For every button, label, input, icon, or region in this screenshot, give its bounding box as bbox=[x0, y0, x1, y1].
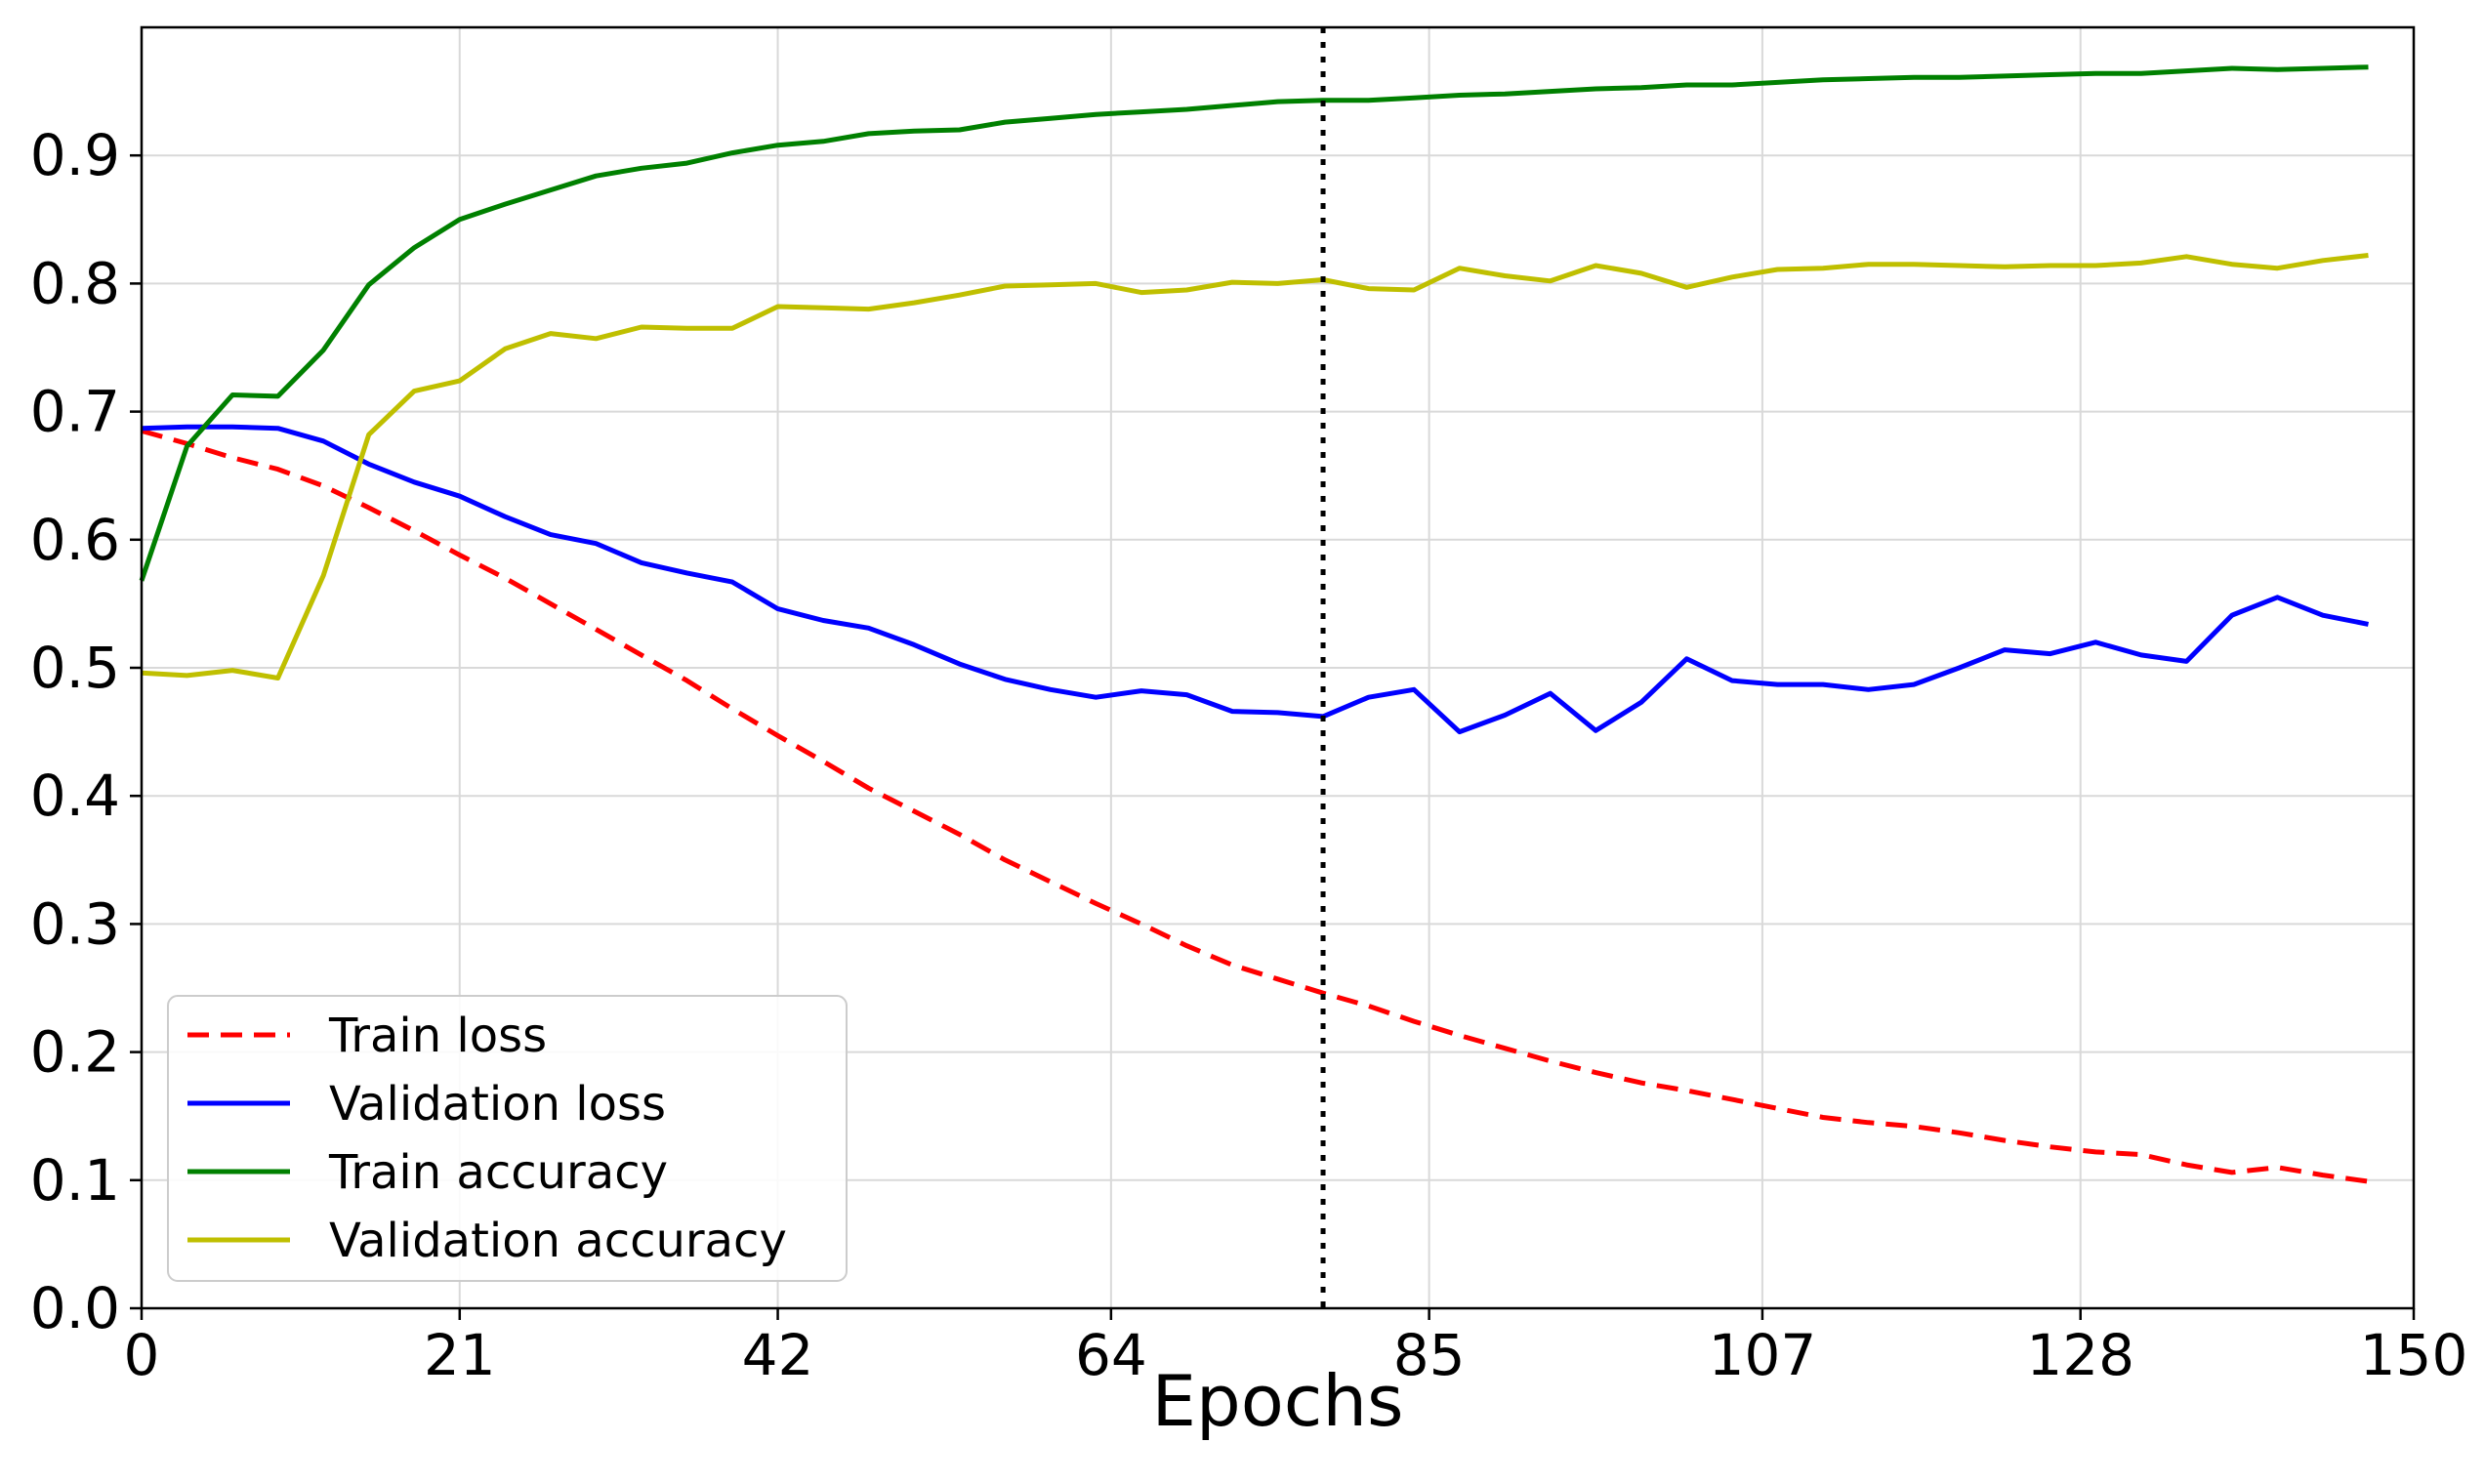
y-tick-label: 0.0 bbox=[30, 1275, 120, 1341]
legend-box bbox=[167, 995, 848, 1282]
y-tick-label: 0.1 bbox=[30, 1147, 120, 1214]
x-tick-label: 64 bbox=[1075, 1322, 1147, 1388]
legend-label: Validation loss bbox=[329, 1077, 666, 1132]
x-tick-label: 107 bbox=[1709, 1322, 1817, 1388]
y-tick-label: 0.7 bbox=[30, 379, 120, 445]
x-tick-label: 0 bbox=[124, 1322, 160, 1388]
legend-label: Train accuracy bbox=[328, 1145, 668, 1200]
y-tick-label: 0.2 bbox=[30, 1019, 120, 1086]
y-tick-label: 0.4 bbox=[30, 763, 120, 829]
series-line-train-accuracy bbox=[139, 64, 2369, 582]
series-line-train-loss bbox=[141, 428, 2369, 1184]
x-tick-label: 128 bbox=[2026, 1322, 2134, 1388]
plot-frame bbox=[140, 25, 2416, 1310]
series-lines bbox=[139, 64, 2369, 1184]
legend-label: Train loss bbox=[328, 1009, 547, 1063]
series-line-validation-accuracy bbox=[141, 253, 2369, 680]
legend: Train loss Validation loss Train accuracy V… bbox=[167, 995, 848, 1282]
y-tick-label: 0.6 bbox=[30, 507, 120, 573]
y-tick-label: 0.9 bbox=[30, 122, 120, 188]
x-tick-label: 150 bbox=[2360, 1322, 2468, 1388]
y-tick-label: 0.5 bbox=[30, 635, 120, 701]
x-tick-label: 42 bbox=[742, 1322, 814, 1388]
x-axis-label: Epochs bbox=[1152, 1360, 1404, 1442]
x-tick-label: 85 bbox=[1393, 1322, 1466, 1388]
y-tick-label: 0.8 bbox=[30, 250, 120, 316]
series-line-validation-loss bbox=[141, 424, 2369, 735]
y-tick-label: 0.3 bbox=[30, 890, 120, 957]
legend-label: Validation accuracy bbox=[329, 1214, 787, 1268]
x-tick-label: 21 bbox=[424, 1322, 496, 1388]
x-axis-ticks: 0 21 42 64 85 107 128 150 bbox=[124, 1308, 2468, 1388]
y-axis-ticks: 0.0 0.1 0.2 0.3 0.4 0.5 0.6 0.7 0.8 0.9 bbox=[30, 122, 142, 1341]
